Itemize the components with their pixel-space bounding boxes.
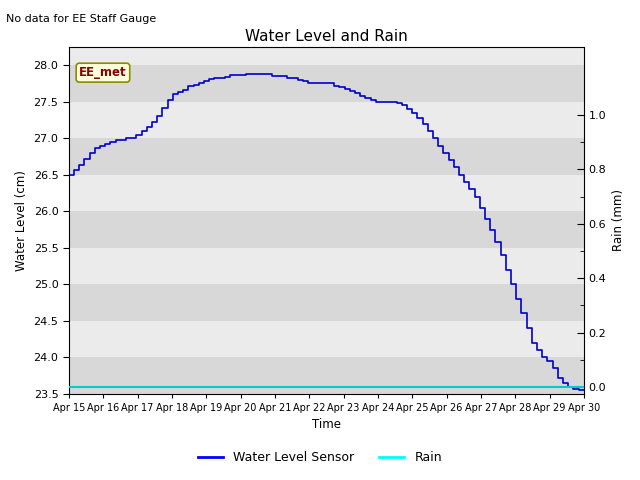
Bar xyxy=(69,321,584,357)
Bar xyxy=(69,102,584,138)
Y-axis label: Rain (mm): Rain (mm) xyxy=(612,190,625,252)
Bar xyxy=(69,65,584,102)
Text: EE_met: EE_met xyxy=(79,66,127,79)
Y-axis label: Water Level (cm): Water Level (cm) xyxy=(15,170,28,271)
X-axis label: Time: Time xyxy=(312,419,341,432)
Bar xyxy=(69,248,584,284)
Text: No data for EE Staff Gauge: No data for EE Staff Gauge xyxy=(6,14,157,24)
Bar xyxy=(69,357,584,394)
Bar xyxy=(69,138,584,175)
Legend: Water Level Sensor, Rain: Water Level Sensor, Rain xyxy=(193,446,447,469)
Bar xyxy=(69,284,584,321)
Title: Water Level and Rain: Water Level and Rain xyxy=(245,29,408,44)
Bar xyxy=(69,175,584,211)
Bar xyxy=(69,211,584,248)
